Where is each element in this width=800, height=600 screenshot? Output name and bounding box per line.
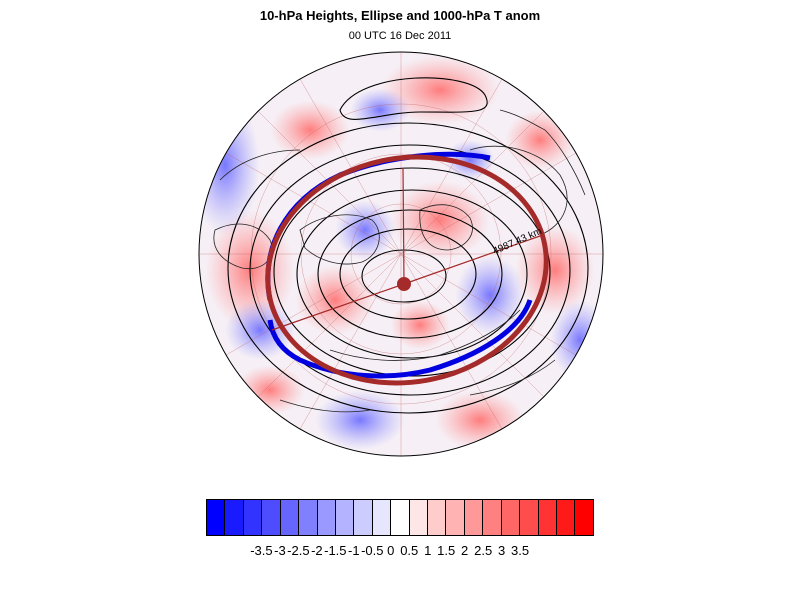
colorbar-swatch (299, 500, 318, 535)
page-title: 10-hPa Heights, Ellipse and 1000-hPa T a… (259, 8, 541, 23)
colorbar-tick-label: 2.5 (474, 543, 493, 558)
colorbar-tick-label: -2 (311, 543, 323, 558)
map-border (198, 51, 604, 457)
colorbar-swatch (409, 500, 429, 535)
colorbar-swatch (354, 500, 373, 535)
colorbar-tick-label: 1.5 (437, 543, 456, 558)
colorbar-swatch (501, 500, 521, 535)
colorbar-tick-label: 1 (424, 543, 432, 558)
colorbar-tick-label: 0 (387, 543, 395, 558)
colorbar-swatch (335, 500, 355, 535)
colorbar-swatch (317, 500, 336, 535)
graticule (199, 52, 603, 456)
colorbar-tick-label: -3.5 (250, 543, 273, 558)
fitted-ellipse (265, 154, 549, 386)
colorbar-tick-label: -2.5 (287, 543, 310, 558)
colorbar-swatch (243, 500, 263, 535)
colorbar-tick-label: 2 (461, 543, 469, 558)
temperature-anomaly-field (199, 52, 603, 456)
colorbar-tick-label: -3 (274, 543, 286, 558)
colorbar-swatch (464, 500, 484, 535)
colorbar-tick-label: 3.5 (511, 543, 530, 558)
colorbar-swatch (280, 500, 300, 535)
colorbar-tick-label: -1.5 (324, 543, 347, 558)
colorbar-swatch (262, 500, 281, 535)
edge-contour-south (267, 299, 533, 379)
polar-map: 4987.43 km (198, 51, 604, 457)
colorbar-tick-labels: -3.5 -3 -2.5 -2 -1.5 -1 -0.5 0 0.5 1 1.5 2 2.5 3 3.5 (0, 543, 800, 563)
colorbar-swatch (483, 500, 502, 535)
colorbar-swatch (372, 500, 392, 535)
ellipse-axis-2 (271, 283, 405, 331)
ellipse-center (397, 277, 411, 291)
colorbar-swatch (225, 500, 244, 535)
colorbar-swatch (207, 500, 226, 535)
coastlines (213, 109, 586, 413)
colorbar-swatch (538, 500, 558, 535)
colorbar-tick-label: -1 (348, 543, 360, 558)
height-contours (227, 77, 589, 414)
colorbar-tick-label: -0.5 (361, 543, 384, 558)
colorbar-swatch (520, 500, 539, 535)
colorbar-swatch (428, 500, 447, 535)
colorbar-tick-label: 0.5 (400, 543, 419, 558)
ellipse-axis-1 (402, 167, 405, 285)
page-subtitle: 00 UTC 16 Dec 2011 (348, 30, 452, 42)
ellipse-axis-3 (403, 235, 541, 285)
colorbar-swatch (391, 500, 410, 535)
colorbar (206, 499, 594, 536)
colorbar-swatch (557, 500, 576, 535)
colorbar-swatch (575, 500, 593, 535)
colorbar-swatch (446, 500, 465, 535)
colorbar-tick-label: 3 (497, 543, 506, 558)
